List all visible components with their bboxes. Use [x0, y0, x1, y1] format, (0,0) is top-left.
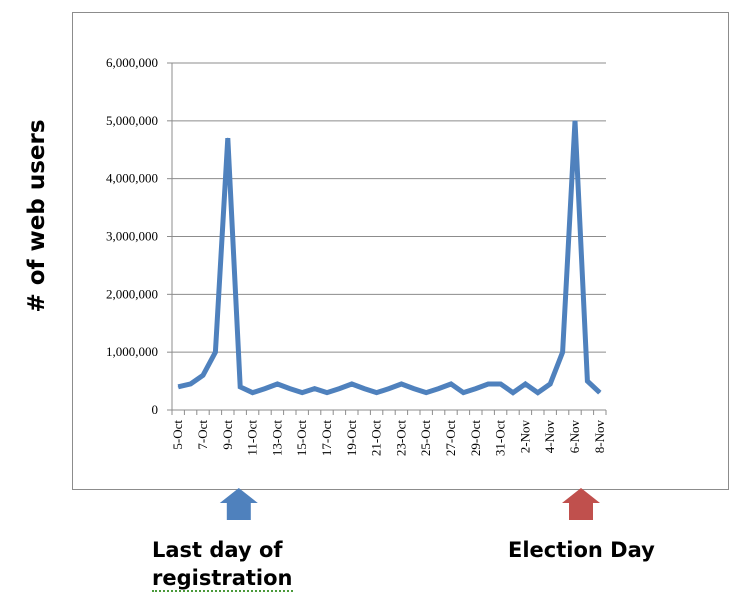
- x-tick-label: 31-Oct: [493, 420, 508, 456]
- x-tick-label: 5-Oct: [170, 420, 185, 450]
- data-point: [376, 392, 378, 394]
- data-point: [264, 388, 266, 390]
- x-tick-label: 21-Oct: [369, 420, 384, 456]
- data-point: [301, 392, 303, 394]
- y-tick-label: 3,000,000: [106, 229, 158, 244]
- x-tick-label: 9-Oct: [220, 420, 235, 450]
- registration-caption-line2: registration: [152, 566, 293, 592]
- data-point: [190, 383, 192, 385]
- y-axis-label: # of web users: [24, 119, 50, 313]
- data-point: [599, 392, 601, 394]
- x-tick-label: 27-Oct: [443, 420, 458, 456]
- x-tick-label: 15-Oct: [294, 420, 309, 456]
- data-point: [425, 392, 427, 394]
- series-layer: [177, 120, 602, 396]
- data-point: [549, 383, 551, 385]
- x-tick-label: 17-Oct: [319, 420, 334, 456]
- y-tick-label: 2,000,000: [106, 286, 158, 301]
- x-tick-label: 8-Nov: [592, 420, 607, 454]
- x-tick-label: 23-Oct: [393, 420, 408, 456]
- data-point: [462, 392, 464, 394]
- data-point: [351, 383, 353, 385]
- data-point: [574, 120, 576, 122]
- data-point: [227, 137, 229, 139]
- data-point: [289, 388, 291, 390]
- y-tick-label: 5,000,000: [106, 113, 158, 128]
- data-point: [276, 383, 278, 385]
- data-point: [400, 383, 402, 385]
- data-point: [314, 388, 316, 390]
- x-tick-label: 25-Oct: [418, 420, 433, 456]
- data-point: [239, 386, 241, 388]
- election-day-caption: Election Day: [508, 538, 655, 562]
- data-point: [524, 383, 526, 385]
- gridlines: [167, 62, 607, 415]
- data-point: [177, 386, 179, 388]
- registration-caption-line1: Last day of: [152, 538, 283, 562]
- y-tick-label: 1,000,000: [106, 344, 158, 359]
- data-point: [214, 351, 216, 353]
- x-tick-label: 7-Oct: [195, 420, 210, 450]
- x-tick-label: 6-Nov: [567, 420, 582, 454]
- data-point: [475, 388, 477, 390]
- x-tick-label: 2-Nov: [517, 420, 532, 454]
- y-tick-label: 0: [152, 402, 159, 417]
- registration-caption: Last day of registration: [152, 536, 293, 592]
- registration-arrow-icon: [219, 488, 258, 520]
- data-point: [500, 383, 502, 385]
- annotation-arrows: [219, 488, 600, 520]
- data-point: [537, 392, 539, 394]
- data-point: [450, 383, 452, 385]
- data-point: [388, 388, 390, 390]
- x-tick-label: 4-Nov: [542, 420, 557, 454]
- data-point: [512, 392, 514, 394]
- x-tick-label: 19-Oct: [344, 420, 359, 456]
- x-tick-label: 29-Oct: [468, 420, 483, 456]
- y-axis-ticks: 0 1,000,000 2,000,000 3,000,000 4,000,000 5,0…: [106, 55, 158, 417]
- data-point: [252, 392, 254, 394]
- data-point: [413, 388, 415, 390]
- y-tick-label: 6,000,000: [106, 55, 158, 70]
- data-point: [438, 388, 440, 390]
- data-point: [562, 351, 564, 353]
- data-point: [326, 392, 328, 394]
- data-point: [586, 380, 588, 382]
- data-point: [202, 374, 204, 376]
- y-tick-label: 4,000,000: [106, 171, 158, 186]
- election-day-arrow-icon: [562, 488, 600, 520]
- x-axis-ticks: 5-Oct 7-Oct 9-Oct 11-Oct 13-Oct 15-Oct 17-Oct 1…: [170, 420, 607, 457]
- data-point: [363, 388, 365, 390]
- data-point: [338, 388, 340, 390]
- x-tick-label: 11-Oct: [245, 420, 260, 456]
- x-tick-label: 13-Oct: [269, 420, 284, 456]
- data-point: [487, 383, 489, 385]
